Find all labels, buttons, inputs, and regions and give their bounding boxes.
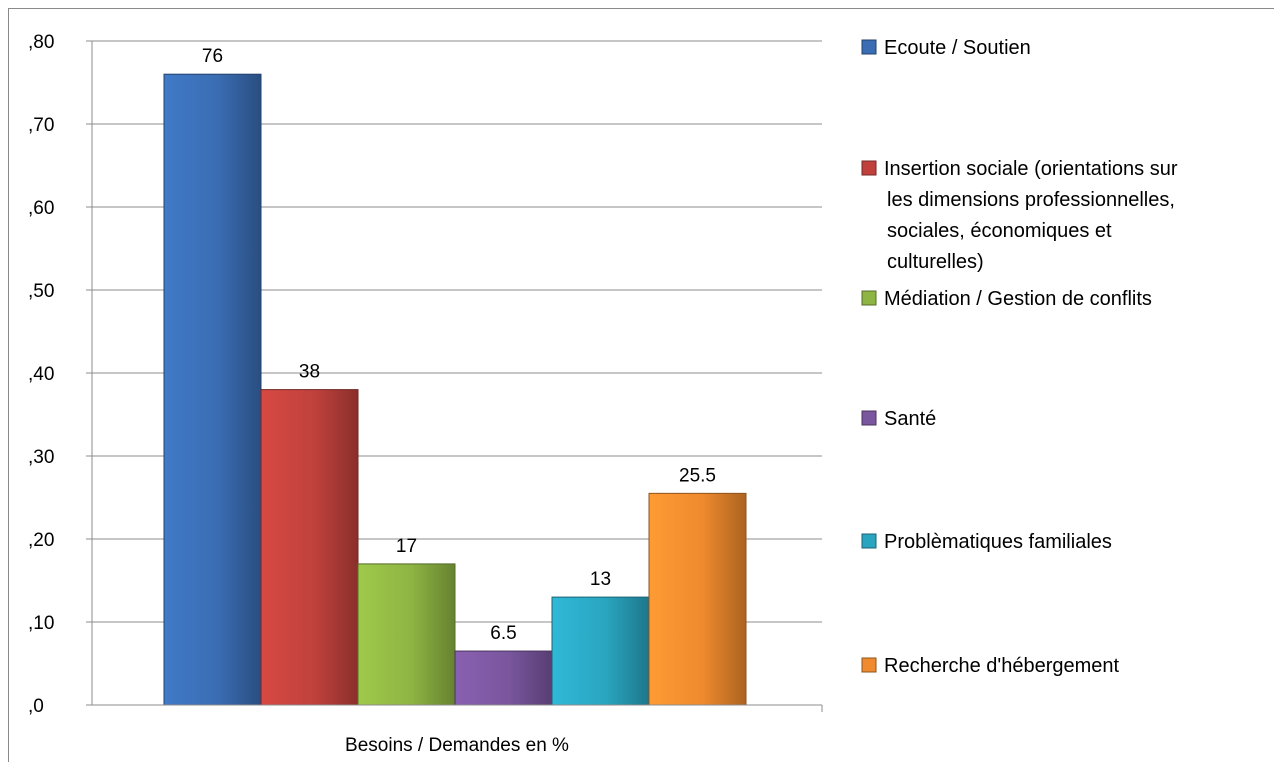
y-tick-label: ,0 xyxy=(28,696,44,717)
y-tick-label: ,20 xyxy=(28,530,54,551)
data-label: 76 xyxy=(202,46,223,67)
data-label: 13 xyxy=(590,569,611,590)
y-axis-ticks: ,0 ,10 ,20 ,30 ,40 ,50 ,60 ,70 ,80 xyxy=(28,32,92,717)
legend-swatch xyxy=(862,291,876,305)
bar xyxy=(455,651,552,705)
legend-label: Ecoute / Soutien xyxy=(884,37,1031,59)
bar xyxy=(358,564,455,705)
data-label: 6.5 xyxy=(490,623,516,644)
bars xyxy=(164,74,746,705)
bar xyxy=(649,493,746,705)
legend-label: Médiation / Gestion de conflits xyxy=(884,288,1152,310)
legend-swatch xyxy=(862,411,876,425)
legend: Ecoute / Soutien Insertion sociale (orien… xyxy=(862,37,1178,677)
y-tick-label: ,80 xyxy=(28,32,54,53)
legend-label: Recherche d'hébergement xyxy=(884,655,1120,677)
legend-swatch xyxy=(862,534,876,548)
y-tick-label: ,60 xyxy=(28,198,54,219)
legend-swatch xyxy=(862,658,876,672)
legend-label: Insertion sociale (orientations sur les d… xyxy=(884,158,1178,273)
bar xyxy=(261,390,358,705)
data-label: 38 xyxy=(299,362,320,383)
data-label: 25.5 xyxy=(679,465,716,486)
legend-label: Problèmatiques familiales xyxy=(884,531,1112,553)
x-axis-title: Besoins / Demandes en % xyxy=(345,735,569,756)
y-tick-label: ,70 xyxy=(28,115,54,136)
y-tick-label: ,40 xyxy=(28,364,54,385)
bar xyxy=(164,74,261,705)
data-label: 17 xyxy=(396,536,417,557)
legend-swatch xyxy=(862,161,876,175)
bar xyxy=(552,597,649,705)
y-tick-label: ,50 xyxy=(28,281,54,302)
y-tick-label: ,30 xyxy=(28,447,54,468)
y-tick-label: ,10 xyxy=(28,613,54,634)
legend-label: Santé xyxy=(884,408,936,430)
legend-swatch xyxy=(862,40,876,54)
